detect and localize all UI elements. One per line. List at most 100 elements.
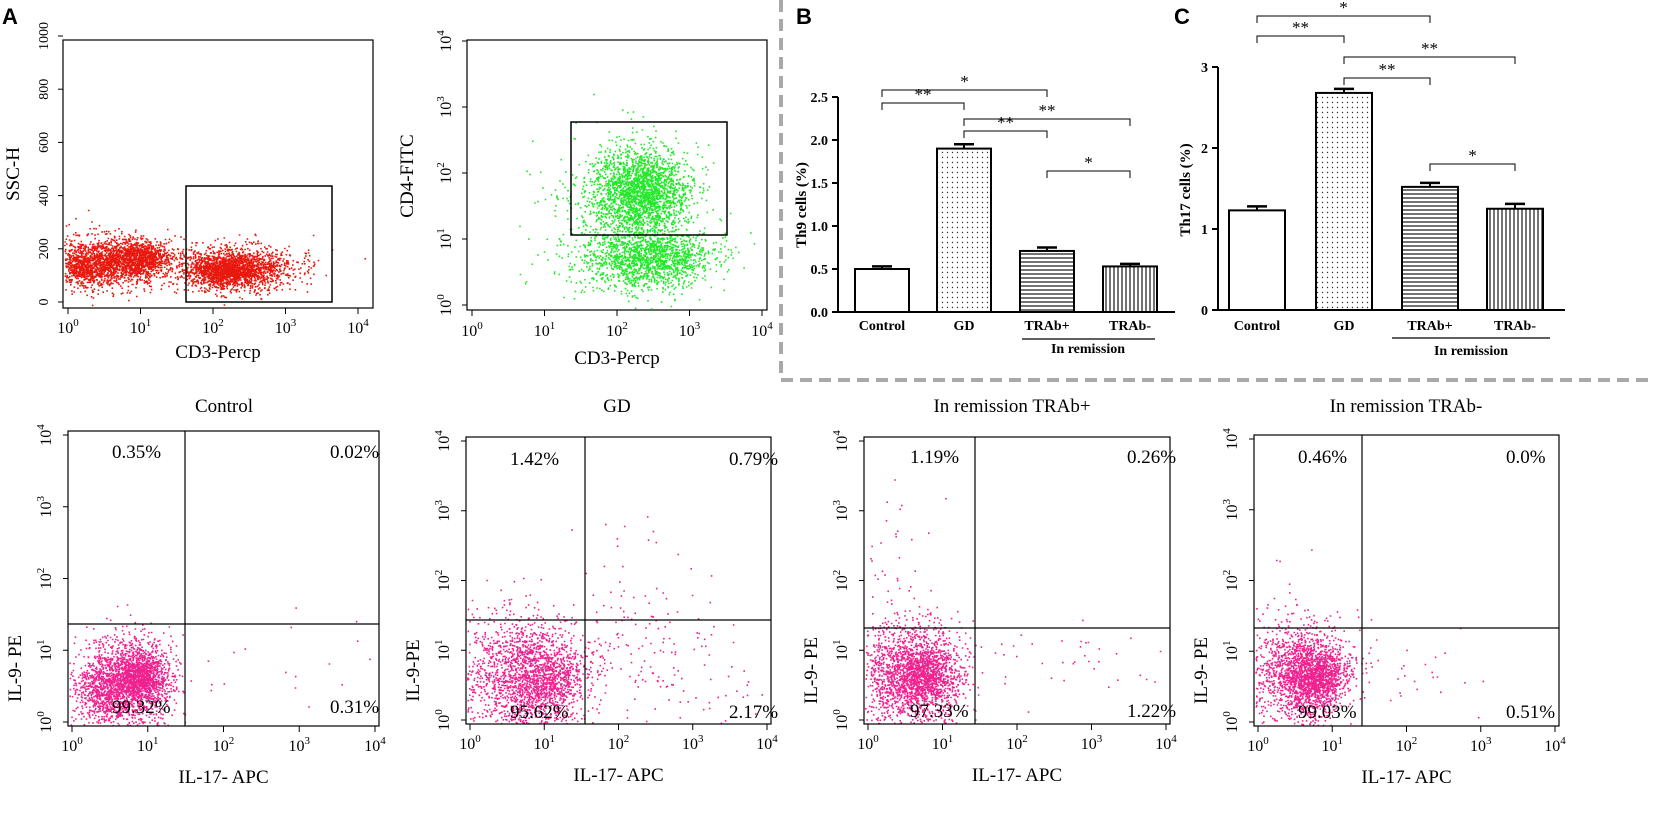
quadrant-plot-4: In remission TRAb- 0.46% 0.0% 99.03% 0.51% 10… — [1191, 396, 1566, 788]
bar-chart-th17-sig-label: ** — [1379, 60, 1396, 79]
quadrant-plot-title: Control — [195, 396, 253, 417]
quadrant-ur-percent: 0.0% — [1506, 447, 1546, 468]
quadrant-sparse-dots — [567, 516, 680, 682]
scatter-a1-ytick-label: 200 — [37, 238, 52, 259]
bar-chart-th9-sig-label: * — [960, 72, 969, 91]
a1-population-gated-core — [176, 246, 267, 293]
quadrant-xtick-label: 104 — [1155, 733, 1177, 753]
quadrant-ul-percent: 0.46% — [1298, 447, 1347, 468]
panel-label-b: B — [796, 4, 812, 29]
scatter-a2-y-label: CD4-FITC — [397, 134, 418, 217]
a1-population-left-core — [83, 230, 193, 292]
quadrant-dots — [99, 637, 185, 720]
bar-chart-th17-sig-bracket — [1343, 56, 1516, 64]
quadrant-dots — [69, 604, 213, 727]
quadrant-plot-title: In remission TRAb+ — [933, 396, 1090, 417]
bar-chart-th9-sig-bracket — [963, 118, 1131, 126]
bar-chart-th9-bar-control — [854, 268, 910, 313]
scatter-a1-x-label: CD3-Percp — [175, 342, 260, 363]
quadrant-xtick-label: 103 — [682, 733, 704, 753]
scatter-a1-xtick-label: 100 — [57, 317, 79, 337]
bar-chart-th9-sig-bracket — [881, 89, 1048, 97]
quadrant-xtick-label: 100 — [857, 733, 879, 753]
bar-chart-th9-bar-gd — [936, 147, 992, 313]
bar-chart-th17-bars — [1228, 87, 1544, 312]
quadrant-ytick-label: 100 — [831, 709, 851, 731]
bar-chart-th9-ytick-label: 2.0 — [811, 134, 829, 149]
quadrant-ytick-label: 104 — [1221, 428, 1241, 450]
scatter-a1-yticks: 0 200 400 600 800 1000 — [37, 22, 63, 306]
quadrant-xtick-label: 100 — [61, 735, 83, 755]
quadrant-ll-percent: 97.33% — [910, 701, 969, 722]
quadrant-ul-percent: 1.19% — [910, 447, 959, 468]
bar-chart-th17-category-trab-neg: TRAb- — [1494, 319, 1536, 334]
bar-chart-th17-y-label: Th17 cells (%) — [1178, 143, 1194, 236]
scatter-a1-ytick-label: 1000 — [37, 22, 52, 50]
quadrant-ytick-label: 104 — [35, 424, 55, 446]
quadrant-ul-percent: 0.35% — [112, 442, 161, 463]
bar-chart-th9-ytick-label: 1.5 — [811, 177, 829, 192]
quadrant-ytick-label: 101 — [831, 640, 851, 662]
scatter-a1-xticks: 100 101 102 103 104 — [57, 308, 369, 337]
quadrant-xtick-label: 101 — [137, 735, 159, 755]
a2-population-cd4 — [558, 127, 721, 288]
bar-chart-th9-sig-label: ** — [915, 85, 932, 104]
scatter-a2-xtick-label: 104 — [751, 320, 773, 340]
bar-chart-th17-sig-label: ** — [1292, 18, 1309, 37]
bar-chart-th9-category-control: Control — [859, 319, 906, 334]
quadrant-xtick-label: 100 — [459, 733, 481, 753]
bar-chart-th17-sig-label: * — [1339, 0, 1348, 17]
scatter-a1-y-label: SSC-H — [3, 147, 24, 201]
scatter-a2-dots — [519, 93, 756, 310]
quadrant-ytick-label: 102 — [1221, 570, 1241, 592]
quadrant-sparse-dots — [913, 619, 1162, 713]
scatter-a2-ytick-label: 102 — [435, 162, 455, 184]
bar-chart-th9-ytick-label: 1.0 — [811, 220, 829, 235]
bar-chart-th17-category-labels: Control GD TRAb+ TRAb- — [1234, 319, 1537, 334]
scatter-a1: 0 200 400 600 800 1000 100 101 102 103 104 CD3-Pe… — [3, 22, 374, 363]
bar-chart-th9-category-trab-pos: TRAb+ — [1024, 319, 1069, 334]
bar-chart-th9-category-labels: Control GD TRAb+ TRAb- — [859, 319, 1152, 334]
quadrant-lr-percent: 1.22% — [1127, 701, 1176, 722]
quadrant-plot-1: Control 0.35% 0.02% 99.32% 0.31% 100 100 101 101… — [5, 396, 386, 788]
quadrant-xtick-label: 104 — [756, 733, 778, 753]
quadrant-xtick-label: 101 — [1322, 735, 1344, 755]
quadrant-plot-title: GD — [603, 396, 630, 417]
bar-chart-th17-sig-bracket — [1429, 163, 1516, 171]
quadrant-plots: Control 0.35% 0.02% 99.32% 0.31% 100 100 101 101… — [5, 396, 1566, 788]
quadrant-ytick-label: 100 — [35, 711, 55, 733]
bar-chart-th17-sig-bracket — [1256, 35, 1345, 43]
scatter-a1-frame — [62, 39, 374, 309]
quadrant-ytick-label: 103 — [35, 496, 55, 518]
bar-chart-th17-bar-gd — [1315, 91, 1373, 311]
quadrant-xtick-label: 104 — [364, 735, 386, 755]
a1-population-gated — [147, 233, 367, 306]
scatter-a1-xtick-label: 102 — [202, 317, 224, 337]
bar-chart-th9-y-label: Th9 cells (%) — [794, 162, 810, 248]
bar-chart-th17-category-control: Control — [1234, 319, 1281, 334]
quadrant-xtick-label: 102 — [608, 733, 630, 753]
scatter-a1-gate — [185, 185, 333, 303]
quadrant-ur-percent: 0.79% — [729, 449, 778, 470]
bar-chart-th9-sig-label: ** — [1039, 101, 1056, 120]
quadrant-xtick-label: 103 — [1081, 733, 1103, 753]
scatter-a2-yticks: 100 101 102 103 104 — [435, 30, 467, 316]
scatter-a2-xtick-label: 102 — [606, 320, 628, 340]
bar-chart-th9-sig-label: * — [1084, 153, 1093, 172]
bar-chart-th9-sig-bracket — [881, 102, 965, 110]
quadrant-ll-percent: 99.03% — [1298, 702, 1357, 723]
quadrant-plot-2: GD 1.42% 0.79% 95.62% 2.17% 100 100 101 101 102 10… — [403, 396, 778, 786]
quadrant-ur-percent: 0.02% — [330, 442, 379, 463]
quadrant-ll-percent: 99.32% — [112, 697, 171, 718]
scatter-a1-xtick-label: 101 — [130, 317, 152, 337]
bar-chart-th17-group-label: In remission — [1434, 344, 1508, 359]
quadrant-dots — [875, 627, 980, 725]
scatter-a2-ytick-label: 101 — [435, 228, 455, 250]
bar-chart-th9-group-label: In remission — [1051, 342, 1125, 357]
quadrant-ytick-label: 101 — [35, 640, 55, 662]
scatter-a1-xtick-label: 104 — [347, 317, 369, 337]
quadrant-dots — [1273, 633, 1363, 725]
bar-chart-th17-bar-control — [1228, 209, 1286, 311]
quadrant-dots — [69, 656, 140, 726]
